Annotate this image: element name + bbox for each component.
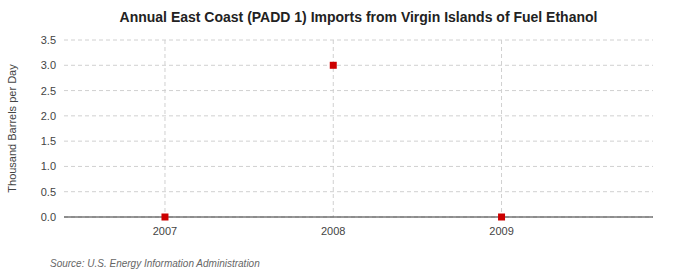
x-grid-line <box>501 40 502 217</box>
y-grid-line <box>64 166 653 167</box>
y-grid-line <box>64 90 653 91</box>
source-note: Source: U.S. Energy Information Administ… <box>50 258 260 269</box>
grid <box>64 40 653 217</box>
chart-svg: Annual East Coast (PADD 1) Imports from … <box>0 0 675 275</box>
axes: 0.0 0.5 1.0 1.5 2.0 2.5 3.0 3.5 2007 2008 2009 <box>41 34 653 237</box>
x-axis-line <box>64 217 653 218</box>
y-tick-label: 0.0 <box>41 211 56 223</box>
y-tick-label: 0.5 <box>41 186 56 198</box>
y-grid-line <box>64 217 653 218</box>
points <box>161 62 505 221</box>
y-axis-label: Thousand Barrels per Day <box>6 64 18 193</box>
point <box>330 62 337 69</box>
y-grid-line <box>64 40 653 41</box>
title: Annual East Coast (PADD 1) Imports from … <box>120 9 598 25</box>
point <box>161 214 168 221</box>
y-grid-line <box>64 115 653 116</box>
y-tick-label: 1.5 <box>41 135 56 147</box>
y-tick-label: 2.0 <box>41 110 56 122</box>
y-tick-label: 1.0 <box>41 160 56 172</box>
point <box>498 214 505 221</box>
x-tick-label: 2008 <box>321 225 345 237</box>
y-grid-line <box>64 141 653 142</box>
y-tick-label: 2.5 <box>41 85 56 97</box>
x-tick-label: 2007 <box>153 225 177 237</box>
y-grid-line <box>64 191 653 192</box>
y-grid-line <box>64 65 653 66</box>
y-tick-label: 3.5 <box>41 34 56 46</box>
x-tick-label: 2009 <box>489 225 513 237</box>
chart-container: Annual East Coast (PADD 1) Imports from … <box>0 0 675 275</box>
y-tick-label: 3.0 <box>41 59 56 71</box>
x-grid-line <box>164 40 165 217</box>
